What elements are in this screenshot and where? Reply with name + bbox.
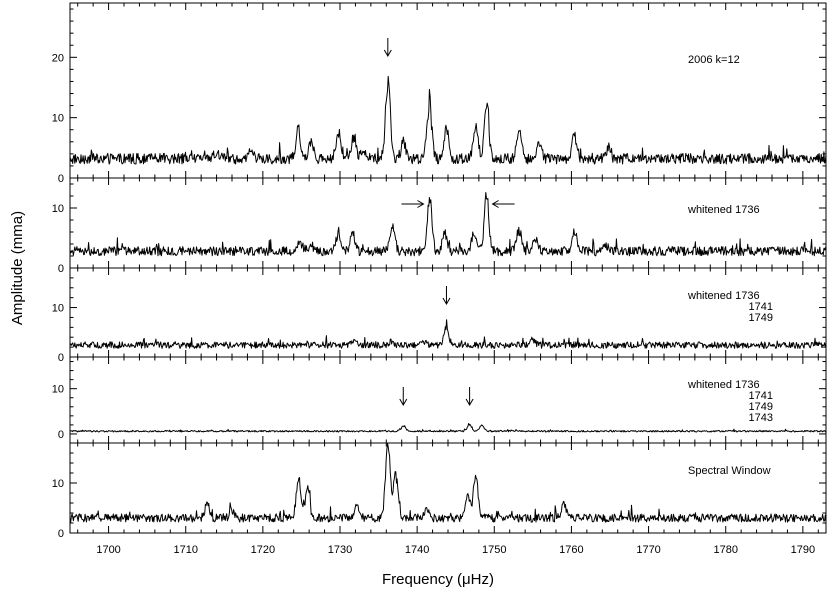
x-tick-label: 1720 [251, 544, 275, 556]
x-tick-label: 1760 [559, 544, 583, 556]
panel-annotation: 1743 [749, 412, 773, 424]
y-tick-label: 20 [52, 52, 64, 64]
x-tick-label: 1710 [173, 544, 197, 556]
peak-arrow [401, 200, 425, 208]
y-tick-label: 0 [58, 173, 64, 185]
x-tick-label: 1740 [405, 544, 429, 556]
peak-arrow [442, 286, 451, 305]
panel-annotation: whitened 1736 [687, 290, 760, 302]
panel-annotation: whitened 1736 [687, 379, 760, 391]
panel-annotation: whitened 1736 [687, 204, 760, 216]
y-tick-label: 10 [52, 303, 64, 315]
x-tick-label: 1780 [713, 544, 737, 556]
panel-annotation: Spectral Window [688, 465, 771, 477]
x-tick-label: 1700 [96, 544, 120, 556]
panel-annotation: 1741 [749, 301, 773, 313]
y-tick-label: 10 [52, 384, 64, 396]
y-tick-label: 10 [52, 203, 64, 215]
spectrum-line [69, 442, 827, 523]
y-tick-label: 0 [58, 528, 64, 540]
spectrum-line [69, 192, 827, 257]
y-tick-label: 0 [58, 263, 64, 275]
panel-1: 0 10 20 2006 k=12 [52, 3, 827, 185]
panel-5: 0 10 Spectral Window [52, 442, 827, 540]
peak-arrow [399, 387, 408, 406]
peak-arrow [383, 38, 392, 57]
spectrum-line [69, 75, 827, 165]
y-tick-label: 0 [58, 352, 64, 364]
x-axis-title: Frequency (μHz) [382, 571, 494, 588]
peak-arrow [465, 387, 474, 406]
y-tick-label: 10 [52, 478, 64, 490]
panel-annotation: 2006 k=12 [688, 54, 740, 66]
spectrum-line [69, 319, 827, 349]
x-tick-label: 1770 [636, 544, 660, 556]
x-tick-label: 1750 [482, 544, 506, 556]
panel-annotation: 1749 [749, 401, 773, 413]
x-tick-label: 1730 [328, 544, 352, 556]
y-tick-label: 10 [52, 113, 64, 125]
panel-annotation: 1741 [749, 390, 773, 402]
panel-annotation: 1749 [749, 312, 773, 324]
y-tick-label: 0 [58, 429, 64, 441]
y-axis-title: Amplitude (mma) [9, 211, 26, 325]
spectrum-line [70, 423, 827, 433]
x-tick-label: 1790 [791, 544, 815, 556]
panel-2: 0 10 whitened 1736 [52, 177, 827, 275]
peak-arrow [491, 200, 515, 208]
